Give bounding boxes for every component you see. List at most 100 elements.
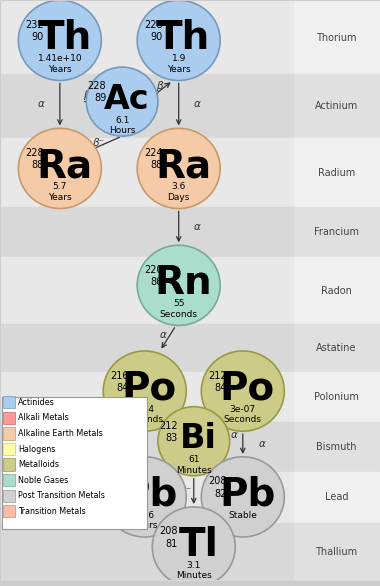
Ellipse shape (201, 351, 284, 431)
Text: 88: 88 (150, 160, 163, 170)
Ellipse shape (158, 407, 230, 476)
Ellipse shape (137, 128, 220, 209)
Text: 208: 208 (209, 476, 227, 486)
Text: Post Transition Metals: Post Transition Metals (18, 491, 105, 500)
Text: Tl: Tl (178, 526, 218, 564)
Text: 10.6
Hours: 10.6 Hours (131, 511, 158, 530)
Text: 228: 228 (25, 148, 44, 158)
FancyBboxPatch shape (3, 396, 14, 408)
Text: Transition Metals: Transition Metals (18, 507, 86, 516)
Text: Francium: Francium (314, 227, 359, 237)
Text: α: α (160, 331, 167, 340)
Text: Thallium: Thallium (315, 547, 358, 557)
Text: α: α (231, 430, 238, 440)
Ellipse shape (137, 0, 220, 80)
Text: 84: 84 (117, 383, 129, 393)
Text: 1.9
Years: 1.9 Years (167, 54, 190, 74)
Text: Ra: Ra (36, 147, 92, 185)
Text: α: α (194, 222, 201, 232)
Text: Radon: Radon (321, 286, 352, 296)
FancyBboxPatch shape (3, 443, 14, 455)
Text: 89: 89 (94, 93, 106, 103)
Text: α: α (258, 439, 265, 449)
Text: 212: 212 (208, 370, 227, 380)
Text: 224: 224 (144, 148, 163, 158)
Text: 6.1
Hours: 6.1 Hours (109, 115, 135, 135)
Text: 88: 88 (32, 160, 44, 170)
Text: 228: 228 (88, 81, 106, 91)
Text: 216: 216 (110, 370, 129, 380)
Text: 5.7
Years: 5.7 Years (48, 182, 72, 202)
Text: α: α (122, 439, 129, 449)
Ellipse shape (103, 351, 186, 431)
Text: Th: Th (156, 19, 211, 57)
Text: β⁻: β⁻ (215, 521, 227, 531)
Text: 220: 220 (144, 265, 163, 275)
Text: 81: 81 (166, 539, 178, 548)
Text: Lead: Lead (325, 492, 348, 502)
Text: 3.6
Days: 3.6 Days (168, 182, 190, 202)
Text: α: α (38, 100, 44, 110)
Text: Bi: Bi (180, 423, 217, 455)
Text: Po: Po (220, 370, 275, 408)
FancyBboxPatch shape (3, 490, 14, 502)
Text: Th: Th (37, 19, 92, 57)
Text: Rn: Rn (154, 264, 212, 302)
Text: Ac: Ac (104, 83, 149, 116)
Text: 61
Minutes: 61 Minutes (176, 455, 212, 475)
Ellipse shape (152, 507, 235, 586)
Text: Metalloids: Metalloids (18, 460, 59, 469)
Text: 1.41e+10
Years: 1.41e+10 Years (38, 54, 82, 74)
Text: 84: 84 (215, 383, 227, 393)
FancyBboxPatch shape (2, 397, 147, 529)
Text: Pb: Pb (121, 476, 177, 514)
Text: Noble Gases: Noble Gases (18, 476, 69, 485)
Text: Actinides: Actinides (18, 398, 55, 407)
Text: 232: 232 (25, 20, 44, 30)
Text: 212: 212 (159, 421, 178, 431)
Text: 3.1
Minutes: 3.1 Minutes (176, 561, 212, 580)
Text: 0.14
Seconds: 0.14 Seconds (126, 405, 164, 424)
Ellipse shape (86, 67, 158, 136)
Text: 82: 82 (117, 489, 129, 499)
Text: Thorium: Thorium (316, 33, 356, 43)
Text: 55
Seconds: 55 Seconds (160, 299, 198, 319)
FancyBboxPatch shape (3, 427, 14, 440)
Text: β⁻: β⁻ (179, 486, 192, 496)
Ellipse shape (137, 245, 220, 325)
Text: 82: 82 (215, 489, 227, 499)
Text: Actinium: Actinium (315, 101, 358, 111)
Text: α: α (194, 100, 201, 110)
Text: Po: Po (122, 370, 177, 408)
Text: 208: 208 (160, 526, 178, 536)
Text: 90: 90 (32, 32, 44, 42)
Text: 3e-07
Seconds: 3e-07 Seconds (224, 405, 262, 424)
Text: Pb: Pb (219, 476, 276, 514)
Text: Stable: Stable (228, 511, 257, 520)
Text: 90: 90 (150, 32, 163, 42)
FancyBboxPatch shape (3, 505, 14, 517)
Text: Alkali Metals: Alkali Metals (18, 413, 69, 423)
Ellipse shape (201, 457, 284, 537)
Text: Polonium: Polonium (314, 391, 359, 401)
FancyBboxPatch shape (3, 412, 14, 424)
Text: 212: 212 (110, 476, 129, 486)
Text: Bismuth: Bismuth (316, 442, 356, 452)
Text: β⁻: β⁻ (92, 138, 105, 148)
Ellipse shape (18, 0, 101, 80)
FancyBboxPatch shape (3, 458, 14, 471)
Ellipse shape (18, 128, 101, 209)
Text: 228: 228 (144, 20, 163, 30)
Text: Astatine: Astatine (316, 343, 356, 353)
FancyBboxPatch shape (3, 474, 14, 486)
Text: β⁻: β⁻ (156, 81, 168, 91)
Text: Halogens: Halogens (18, 445, 56, 454)
Text: β⁻: β⁻ (83, 90, 95, 100)
Text: Ra: Ra (155, 147, 211, 185)
Ellipse shape (103, 457, 186, 537)
Text: 86: 86 (150, 277, 163, 287)
Text: Alkaline Earth Metals: Alkaline Earth Metals (18, 429, 103, 438)
Text: Radium: Radium (318, 168, 355, 178)
Text: β⁻: β⁻ (169, 426, 182, 436)
Text: 83: 83 (166, 433, 178, 443)
